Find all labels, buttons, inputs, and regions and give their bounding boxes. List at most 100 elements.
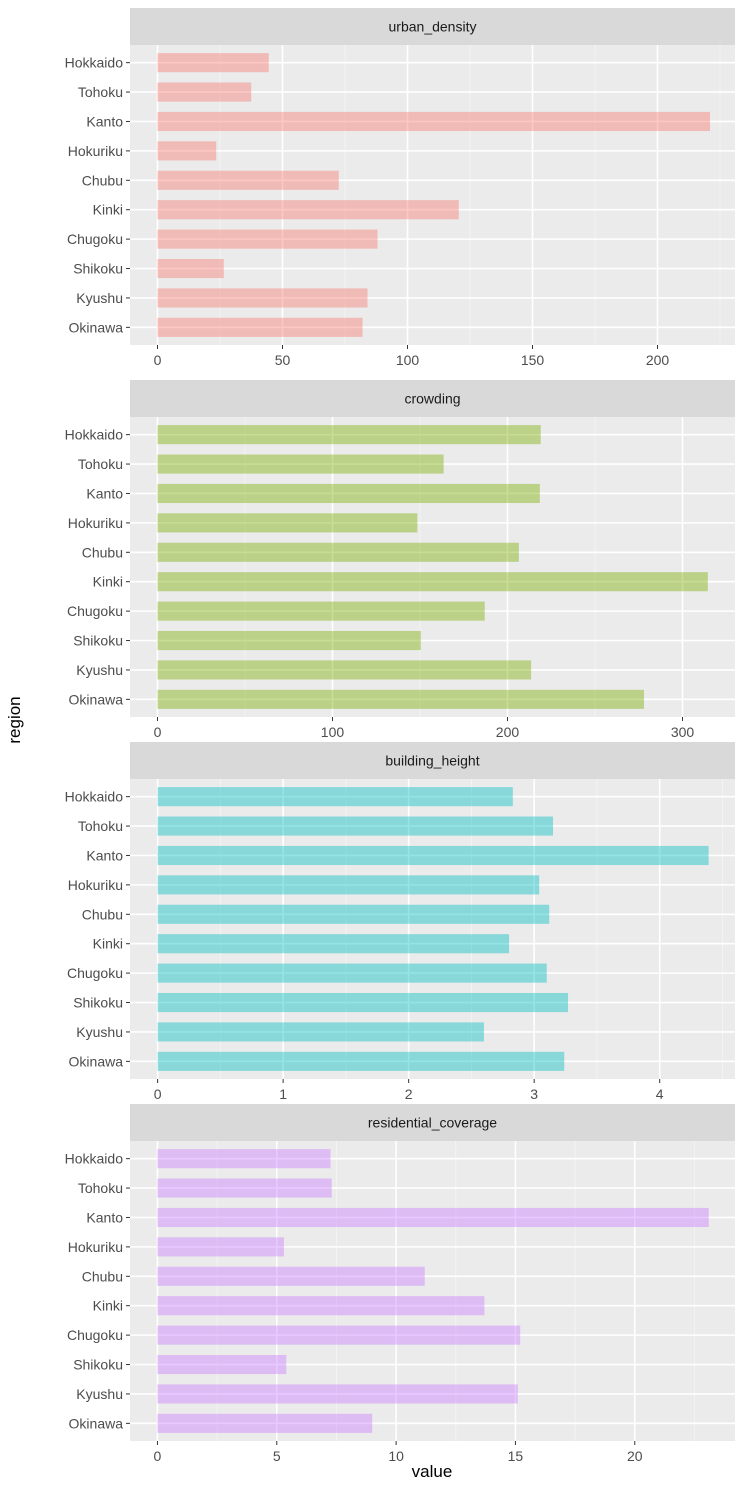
bar-hokkaido [157,787,513,807]
bar-kanto [157,111,710,132]
bar-chugoku [157,963,547,983]
x-tick-label: 100 [321,724,345,740]
bar-tohoku [157,82,252,102]
y-tick-label: Hokuriku [68,515,123,531]
bar-shikoku [157,630,421,651]
bar-shikoku [157,992,569,1013]
bar-kinki [157,1296,485,1316]
y-tick-label: Hokkaido [65,55,124,71]
bar-hokuriku [157,1237,284,1257]
x-tick-label: 5 [273,1448,281,1464]
x-tick-label: 3 [530,1086,538,1102]
y-tick-label: Shikoku [73,261,123,277]
bar-tohoku [157,816,553,836]
y-tick-label: Chubu [82,544,123,560]
bar-hokuriku [157,875,540,895]
y-tick-label: Kyushu [76,662,123,678]
y-tick-label: Kanto [86,847,123,863]
bar-chubu [157,1266,425,1286]
bar-kinki [157,934,510,954]
bar-okinawa [157,1051,565,1071]
y-tick-label: Hokkaido [65,1151,124,1167]
bar-chubu [157,170,339,190]
facet-strip [130,8,735,45]
y-tick-label: Chugoku [67,231,123,247]
bar-chubu [157,542,519,562]
x-tick-label: 100 [396,352,420,368]
y-tick-label: Kinki [93,1298,123,1314]
bar-shikoku [157,1354,287,1375]
y-tick-label: Kyushu [76,1024,123,1040]
x-tick-label: 0 [154,352,162,368]
y-tick-label: Kinki [93,574,123,590]
y-tick-label: Chubu [82,906,123,922]
x-tick-label: 1 [279,1086,287,1102]
y-tick-label: Okinawa [69,1415,124,1431]
bar-shikoku [157,258,224,279]
y-tick-label: Chugoku [67,603,123,619]
y-tick-label: Hokkaido [65,427,124,443]
y-tick-label: Tohoku [78,818,123,834]
x-tick-label: 300 [671,724,695,740]
x-tick-label: 15 [508,1448,524,1464]
y-tick-label: Kyushu [76,1386,123,1402]
bar-kyushu [157,1022,484,1042]
facet-strip [130,742,735,779]
y-tick-label: Okinawa [69,691,124,707]
x-tick-label: 200 [646,352,670,368]
bar-hokkaido [157,1149,331,1169]
facet-strip [130,380,735,417]
bar-tohoku [157,1178,332,1198]
bar-hokuriku [157,513,418,533]
y-tick-label: Kyushu [76,290,123,306]
bar-hokkaido [157,425,541,445]
bar-tohoku [157,454,444,474]
plot-panel-background [130,417,735,717]
y-tick-label: Kinki [93,202,123,218]
facet-strip-label: urban_density [389,19,477,35]
y-tick-label: Hokuriku [68,143,123,159]
bar-chubu [157,904,550,924]
bar-kinki [157,572,708,592]
y-axis-title: region [5,696,24,743]
y-tick-label: Chubu [82,1268,123,1284]
facet-panel-residential_coverage: residential_coverage 0 5 10 15 20 Hokkaido Toho… [65,1104,735,1464]
x-tick-label: 2 [405,1086,413,1102]
y-tick-label: Tohoku [78,1180,123,1196]
plot-panel-background [130,45,735,345]
bar-okinawa [157,317,363,337]
x-tick-label: 200 [496,724,520,740]
x-axis-title: value [412,1462,453,1481]
bar-kyushu [157,1384,518,1404]
facet-strip-label: residential_coverage [368,1115,497,1131]
x-tick-label: 0 [154,724,162,740]
bar-kinki [157,200,459,220]
y-tick-label: Chugoku [67,965,123,981]
bar-chugoku [157,601,485,621]
facet-strip [130,1104,735,1141]
facet-strip-label: crowding [404,391,460,407]
bar-kanto [157,1207,709,1228]
facet-panel-crowding: crowding 0 100 200 300 Hokkaido Tohoku Kanto Hok… [65,380,735,740]
bar-okinawa [157,689,644,709]
x-tick-label: 10 [388,1448,404,1464]
y-tick-label: Hokuriku [68,1239,123,1255]
bar-hokkaido [157,53,269,73]
x-tick-label: 150 [521,352,545,368]
bar-kyushu [157,288,368,308]
bar-chugoku [157,1325,521,1345]
y-tick-label: Shikoku [73,995,123,1011]
x-tick-label: 20 [627,1448,643,1464]
y-tick-label: Kanto [86,113,123,129]
y-tick-label: Hokuriku [68,877,123,893]
y-tick-label: Tohoku [78,456,123,472]
x-tick-label: 4 [656,1086,664,1102]
y-tick-label: Tohoku [78,84,123,100]
x-tick-label: 0 [154,1448,162,1464]
bar-kanto [157,483,540,504]
bar-kyushu [157,660,532,680]
facet-panel-urban_density: urban_density 0 50 100 150 200 Hokkaido Tohoku K… [65,8,735,368]
x-tick-label: 50 [275,352,291,368]
